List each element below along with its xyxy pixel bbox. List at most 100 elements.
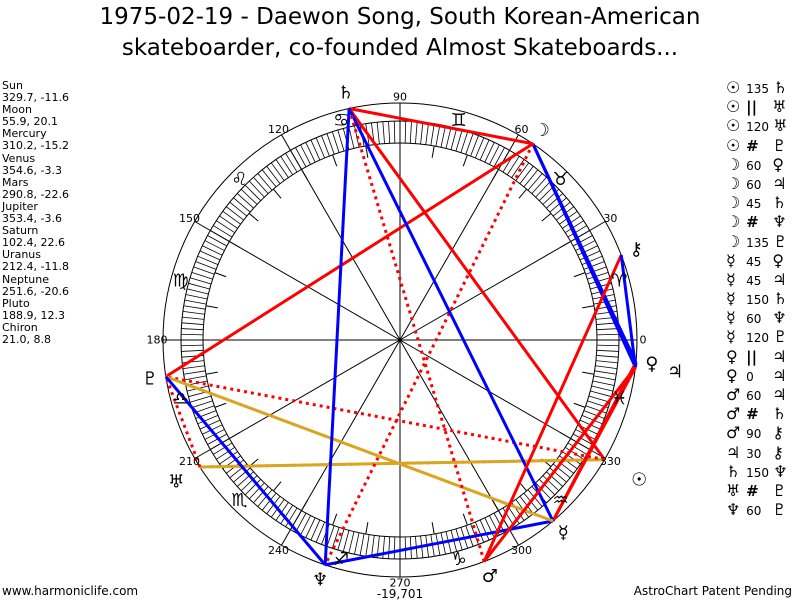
degree-tick	[305, 517, 316, 538]
degree-tick	[556, 459, 574, 474]
aspect-type: 60	[746, 312, 762, 327]
aspect-type: #	[746, 405, 759, 424]
degree-tick	[593, 375, 616, 381]
planet-coords: 310.2, -15.2	[2, 139, 69, 153]
degree-tick	[195, 261, 217, 270]
planet-coords: 354.6, -3.3	[2, 163, 62, 177]
degree-tick	[435, 124, 441, 147]
aspect-type: 0	[746, 369, 754, 384]
degree-tick	[185, 294, 208, 300]
degree-tick	[199, 250, 221, 261]
degree-tick	[253, 176, 269, 194]
aspect-type: 135	[746, 82, 770, 96]
degree-tick	[596, 344, 619, 347]
aspect-item: ☉ # ♇	[726, 136, 789, 155]
degree-tick	[354, 532, 360, 555]
ten-degree-tick	[214, 272, 227, 278]
degree-tick	[542, 475, 560, 492]
degree-tick	[216, 220, 235, 234]
jupiter-icon: ♃	[772, 173, 787, 193]
jupiter-icon: ♃	[772, 346, 787, 366]
aspect-item: ☽ # ♆	[726, 212, 789, 231]
degree-tick	[549, 467, 567, 483]
ten-degree-tick	[365, 522, 369, 535]
degree-tick	[300, 144, 311, 165]
aspect-item: ☿ 45 ♀	[726, 251, 789, 270]
degree-tick	[216, 446, 235, 460]
degree-tick	[181, 344, 204, 347]
moon-icon: ☽	[726, 193, 741, 213]
aspect-line	[347, 107, 606, 461]
degree-tick	[270, 162, 285, 181]
planet-coords: 353.4, -3.6	[2, 212, 62, 226]
degree-tick	[191, 271, 213, 280]
degree-tick	[189, 395, 212, 403]
degree-tick	[315, 521, 325, 543]
ten-degree-tick	[462, 154, 468, 167]
degree-tick	[559, 455, 578, 470]
uranus-icon: ♅	[726, 480, 741, 500]
degree-tick	[596, 333, 619, 336]
degree-tick	[321, 135, 330, 157]
degree-tick	[326, 133, 335, 155]
degree-tick	[236, 471, 254, 487]
degree-tick	[415, 121, 418, 144]
degree-label: 270	[390, 577, 411, 590]
degree-tick	[393, 536, 396, 559]
aspect-item: ☽ 135 ♇	[726, 232, 789, 251]
degree-tick	[331, 131, 340, 153]
house-spoke	[399, 221, 606, 341]
degree-tick	[202, 245, 223, 256]
degree-tick	[425, 122, 429, 145]
degree-tick	[365, 534, 370, 557]
zodiac-sign-icon: ♎	[173, 388, 189, 409]
degree-tick	[581, 415, 603, 425]
pluto-icon: ♇	[773, 231, 788, 251]
degree-tick	[248, 482, 265, 500]
degree-tick	[575, 240, 596, 251]
degree-tick	[280, 505, 294, 524]
ten-degree-tick	[573, 272, 586, 278]
degree-tick	[572, 235, 593, 247]
degree-tick	[591, 385, 614, 392]
venus-icon: ♀	[726, 346, 738, 366]
house-spoke	[194, 221, 401, 341]
planet-coords: 102.4, 22.6	[2, 236, 65, 250]
aspect-item: ♃ 30 ⚷	[726, 443, 789, 462]
neptune-icon: ♆	[772, 308, 787, 328]
aspect-type: 150	[746, 293, 770, 308]
ten-degree-tick	[518, 188, 528, 199]
degree-tick	[253, 486, 269, 504]
degree-tick	[455, 129, 463, 152]
sun-icon: ☉	[726, 116, 741, 136]
mercury-icon: ☿	[558, 523, 569, 544]
planet-name: Moon	[2, 103, 32, 117]
jupiter-icon: ♃	[772, 385, 787, 404]
aspect-type: 60	[746, 177, 762, 192]
degree-label: 120	[268, 123, 289, 136]
degree-tick	[219, 451, 238, 465]
website-link[interactable]: www.harmoniclife.com	[2, 584, 139, 598]
house-spoke	[399, 339, 606, 459]
degree-tick	[479, 519, 490, 541]
aspect-type: 60	[746, 389, 762, 403]
patent-notice: AstroChart Patent Pending	[633, 584, 792, 598]
degree-tick	[579, 250, 601, 261]
degree-tick	[595, 365, 618, 369]
degree-tick	[430, 123, 435, 146]
ten-degree-tick	[332, 154, 338, 167]
aspect-line	[164, 376, 202, 468]
degree-tick	[248, 180, 265, 198]
degree-tick	[420, 122, 424, 145]
ten-degree-tick	[205, 371, 218, 375]
degree-label: 240	[268, 544, 289, 557]
aspect-line	[323, 143, 535, 566]
degree-tick	[233, 467, 251, 483]
aspect-item: ♂ 90 ⚷	[726, 423, 789, 442]
degree-tick	[535, 482, 552, 500]
neptune-icon: ♆	[772, 212, 787, 232]
degree-tick	[275, 502, 289, 521]
aspect-line	[347, 107, 555, 522]
aspect-item: ☽ 60 ♀	[726, 155, 789, 174]
mercury-icon: ☿	[726, 250, 736, 270]
